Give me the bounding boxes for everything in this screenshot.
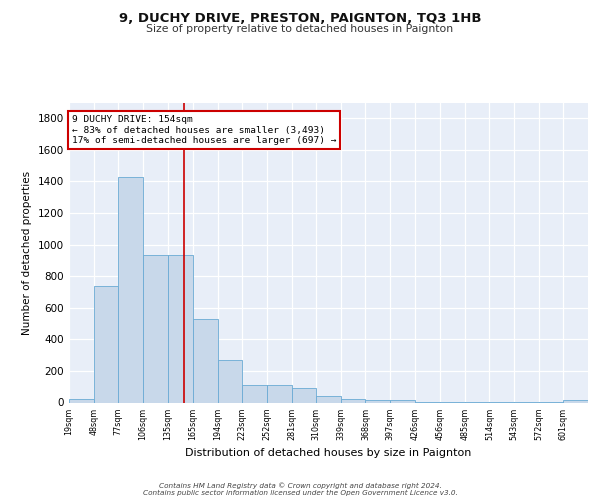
Text: 9 DUCHY DRIVE: 154sqm
← 83% of detached houses are smaller (3,493)
17% of semi-d: 9 DUCHY DRIVE: 154sqm ← 83% of detached … (71, 115, 336, 145)
Bar (292, 388, 316, 402)
Bar (69, 398, 94, 402)
X-axis label: Distribution of detached houses by size in Paignton: Distribution of detached houses by size … (185, 448, 472, 458)
Bar (193, 319, 218, 402)
Y-axis label: Number of detached properties: Number of detached properties (22, 170, 32, 334)
Bar (218, 360, 242, 403)
Bar (341, 398, 365, 402)
Bar (267, 385, 292, 402)
Bar (390, 400, 415, 402)
Bar (365, 400, 390, 402)
Bar (167, 255, 193, 402)
Text: 9, DUCHY DRIVE, PRESTON, PAIGNTON, TQ3 1HB: 9, DUCHY DRIVE, PRESTON, PAIGNTON, TQ3 1… (119, 12, 481, 26)
Text: Contains HM Land Registry data © Crown copyright and database right 2024.
Contai: Contains HM Land Registry data © Crown c… (143, 482, 457, 496)
Text: Size of property relative to detached houses in Paignton: Size of property relative to detached ho… (146, 24, 454, 34)
Bar (563, 400, 588, 402)
Bar (242, 385, 267, 402)
Bar (143, 255, 167, 402)
Bar (94, 286, 118, 403)
Bar (118, 176, 143, 402)
Bar (316, 396, 341, 402)
